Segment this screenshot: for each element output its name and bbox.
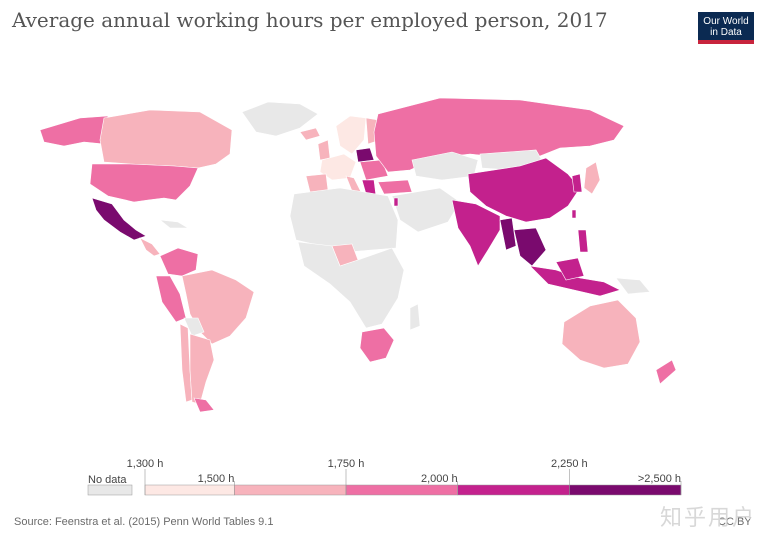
iberia[interactable] (305, 173, 329, 193)
united-kingdom[interactable] (317, 139, 331, 161)
australia[interactable] (561, 299, 641, 369)
japan[interactable] (583, 161, 601, 195)
legend-no-data-swatch[interactable] (87, 484, 133, 496)
taiwan[interactable] (571, 209, 577, 219)
iceland[interactable] (299, 127, 321, 141)
north-africa[interactable] (289, 187, 399, 253)
cuba[interactable] (159, 219, 190, 229)
eastern-europe[interactable] (359, 159, 389, 181)
madagascar[interactable] (409, 303, 421, 331)
colombia-venezuela[interactable] (159, 247, 199, 277)
china[interactable] (467, 157, 581, 223)
legend-bin-0[interactable] (144, 484, 235, 496)
india[interactable] (451, 199, 501, 267)
myanmar[interactable] (499, 217, 517, 251)
united-states[interactable] (89, 163, 199, 203)
russia[interactable] (373, 97, 625, 173)
color-legend: 1,300 h 1,500 h 1,750 h 2,000 h 2,250 h >2,50… (87, 458, 682, 496)
argentina[interactable] (189, 333, 215, 405)
mexico[interactable] (91, 197, 147, 241)
central-america[interactable] (139, 237, 161, 257)
legend-tick-label-2: 1,750 h (328, 458, 365, 470)
watermark-text: 知乎用户 (660, 506, 757, 531)
greenland[interactable] (241, 101, 319, 137)
legend-tick-label-3: 2,000 h (421, 473, 458, 485)
papua[interactable] (615, 277, 651, 295)
logo-line-2: in Data (710, 27, 742, 38)
middle-east[interactable] (391, 187, 461, 233)
turkey[interactable] (377, 179, 413, 195)
borneo[interactable] (555, 257, 585, 281)
scandinavia[interactable] (335, 115, 367, 155)
poland[interactable] (355, 147, 375, 163)
legend-tick-label-5: >2,500 h (638, 473, 681, 485)
alaska[interactable] (39, 115, 109, 147)
legend-tick-label-1: 1,500 h (198, 473, 235, 485)
legend-tick-label-0: 1,300 h (127, 458, 164, 470)
legend-bin-4[interactable] (569, 484, 682, 496)
philippines[interactable] (577, 229, 589, 253)
chart-title: Average annual working hours per employe… (12, 8, 608, 32)
legend-tick-label-4: 2,250 h (551, 458, 588, 470)
thailand-indochina[interactable] (513, 227, 547, 267)
korea[interactable] (571, 173, 583, 193)
legend-bin-3[interactable] (457, 484, 570, 496)
legend-bin-1[interactable] (234, 484, 347, 496)
owid-logo[interactable]: Our World in Data (698, 12, 754, 44)
canada[interactable] (99, 109, 233, 169)
license-note[interactable]: CC BY (718, 516, 752, 528)
south-africa[interactable] (359, 327, 395, 363)
legend-bin-2[interactable] (345, 484, 458, 496)
peru-ecuador[interactable] (155, 275, 187, 323)
bolivia[interactable] (183, 317, 205, 337)
legend-no-data-label: No data (88, 474, 127, 486)
new-zealand[interactable] (655, 359, 677, 385)
israel[interactable] (393, 197, 399, 207)
southern-cone[interactable] (193, 397, 215, 413)
logo-line-1: Our World (703, 16, 749, 27)
central-africa[interactable] (297, 241, 405, 329)
source-note[interactable]: Source: Feenstra et al. (2015) Penn Worl… (14, 516, 274, 528)
world-map (39, 97, 677, 413)
